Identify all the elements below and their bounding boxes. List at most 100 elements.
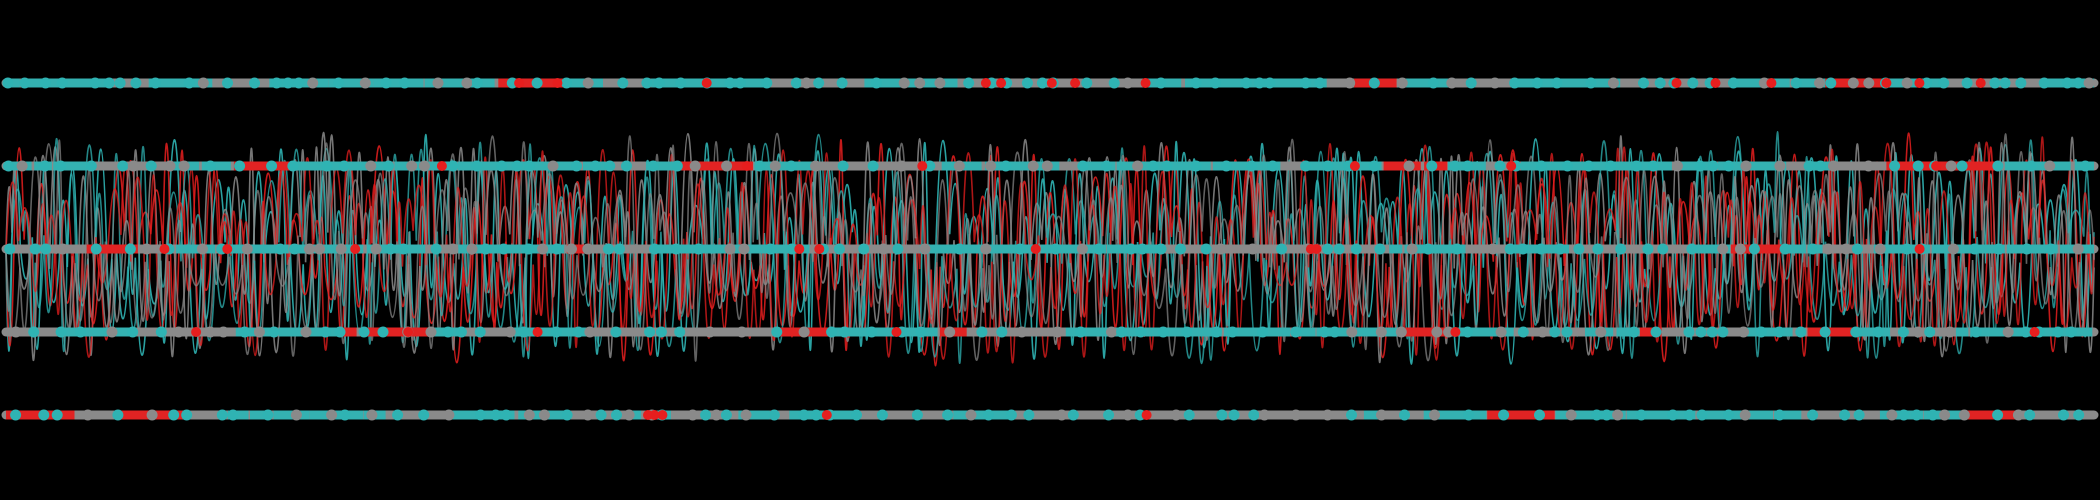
lane-marker xyxy=(461,77,473,89)
lane-marker xyxy=(1897,326,1909,338)
lane-marker xyxy=(1498,409,1510,421)
lane-marker xyxy=(1155,77,1167,89)
lane-marker xyxy=(2072,243,2084,255)
lane-marker xyxy=(851,409,862,421)
lane-marker xyxy=(813,77,825,89)
lane-marker xyxy=(1671,160,1683,172)
lane-marker xyxy=(1939,409,1951,421)
lane-marker xyxy=(996,78,1007,88)
lane-marker xyxy=(217,326,229,338)
lane-marker xyxy=(1992,409,2004,421)
lane-marker xyxy=(1375,326,1387,338)
lane-marker xyxy=(976,326,988,338)
lane-marker xyxy=(934,77,946,89)
lane-marker xyxy=(1406,243,1418,255)
lane-marker xyxy=(1021,77,1033,89)
lane-marker xyxy=(1531,77,1543,89)
lane-marker xyxy=(1506,161,1517,171)
lane-marker xyxy=(700,409,712,421)
lane-marker xyxy=(155,326,167,338)
lane-marker xyxy=(319,326,331,338)
lane-marker xyxy=(2083,77,2095,89)
lane-marker xyxy=(810,160,822,172)
lane-marker xyxy=(915,326,927,338)
lane-marker xyxy=(141,243,153,255)
lane-marker xyxy=(350,244,361,254)
lane-layer xyxy=(1,77,2099,421)
lane-marker xyxy=(1349,161,1360,171)
lane-marker xyxy=(442,326,454,338)
lane-marker xyxy=(2020,326,2032,338)
waveform-line-2 xyxy=(5,132,2095,367)
lane-marker xyxy=(917,161,928,171)
lane-marker xyxy=(985,160,997,172)
lane-marker xyxy=(584,326,596,338)
lane-marker xyxy=(837,160,849,172)
lane-marker xyxy=(1687,77,1699,89)
lane-marker xyxy=(721,160,733,172)
lane-marker xyxy=(3,160,14,172)
lane-marker xyxy=(239,326,251,338)
lane-marker xyxy=(965,409,977,421)
lane-marker xyxy=(1766,78,1777,88)
lane-marker xyxy=(39,160,51,172)
lane-marker xyxy=(1240,77,1252,89)
lane-marker xyxy=(1228,409,1240,421)
lane-marker xyxy=(1175,243,1186,255)
lane-marker xyxy=(1717,243,1729,255)
lane-marker xyxy=(1450,327,1461,337)
lane-marker xyxy=(1027,160,1039,172)
lane-marker xyxy=(1216,409,1228,421)
lane-marker xyxy=(75,326,86,338)
lane-marker xyxy=(1638,77,1649,89)
lane-marker xyxy=(561,409,573,421)
lane-marker xyxy=(1911,409,1923,421)
lane-marker xyxy=(359,77,371,89)
lane-marker xyxy=(826,326,838,338)
lane-marker xyxy=(480,243,492,255)
lane-marker xyxy=(2,77,14,89)
lane-marker xyxy=(1290,409,1302,421)
lane-marker xyxy=(1863,77,1875,89)
lane-marker xyxy=(1975,78,1986,88)
lane-marker xyxy=(738,243,750,255)
lane-marker xyxy=(29,243,41,255)
lane-marker xyxy=(2012,409,2024,421)
lane-marker xyxy=(159,244,170,254)
lane-marker xyxy=(1161,160,1173,172)
lane-marker xyxy=(2061,77,2073,89)
lane-marker xyxy=(114,77,126,89)
lane-marker xyxy=(839,326,850,338)
lane-marker xyxy=(1774,409,1785,421)
lane-marker xyxy=(430,243,442,255)
lane-marker xyxy=(447,160,459,172)
lane-marker xyxy=(196,243,208,255)
lane-marker xyxy=(406,160,418,172)
lane-marker xyxy=(1863,160,1874,172)
lane-marker xyxy=(1227,326,1238,338)
lane-marker xyxy=(1583,160,1595,172)
lane-marker xyxy=(1999,77,2011,89)
lane-marker xyxy=(304,243,315,255)
lane-marker xyxy=(227,409,239,421)
lane-marker xyxy=(1535,243,1547,255)
lane-marker xyxy=(983,409,994,421)
lane-marker xyxy=(1000,160,1012,172)
lane-marker xyxy=(1706,326,1718,338)
lane-marker xyxy=(1914,78,1925,88)
lane-marker xyxy=(1200,243,1212,255)
lane-marker xyxy=(1247,243,1259,255)
lane-marker xyxy=(1489,77,1501,89)
lane-marker xyxy=(1135,326,1147,338)
lane-marker xyxy=(1322,160,1334,172)
lane-marker xyxy=(1554,243,1566,255)
lane-marker xyxy=(475,409,487,421)
lane-marker xyxy=(1534,409,1545,421)
lane-marker xyxy=(1116,326,1128,338)
lane-marker xyxy=(191,327,202,337)
lane-marker xyxy=(1077,160,1089,172)
lane-marker xyxy=(1050,243,1062,255)
lane-marker xyxy=(689,160,701,172)
lane-marker xyxy=(1155,243,1167,255)
